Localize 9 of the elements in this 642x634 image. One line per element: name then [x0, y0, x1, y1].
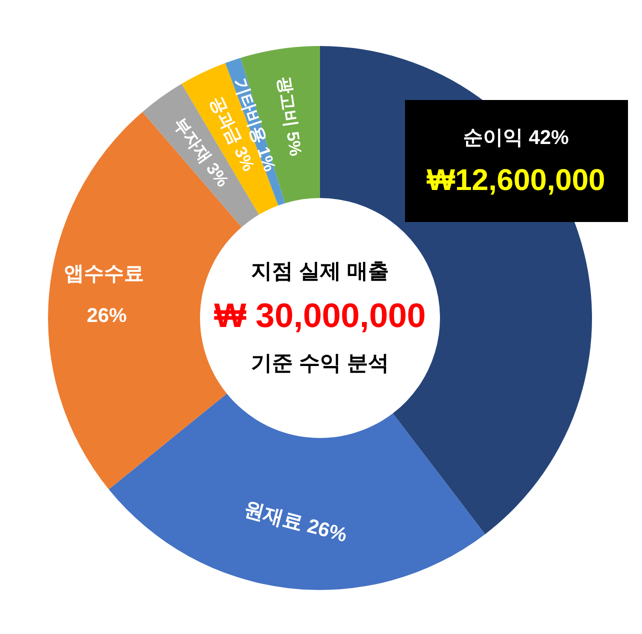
text: ₩ 30,000,000: [214, 297, 426, 335]
text: 기준 수익 분석: [251, 352, 389, 375]
text: ₩12,600,000: [426, 164, 606, 197]
data-label: 26%: [86, 304, 128, 327]
slice-label: 순이익 42%: [463, 127, 570, 149]
slice-label: 앱수수료: [64, 262, 150, 285]
data-label: 26%: [304, 515, 350, 547]
slice-label: 광고비 5%: [274, 75, 306, 158]
text: 지점 실제 매출: [251, 260, 389, 283]
